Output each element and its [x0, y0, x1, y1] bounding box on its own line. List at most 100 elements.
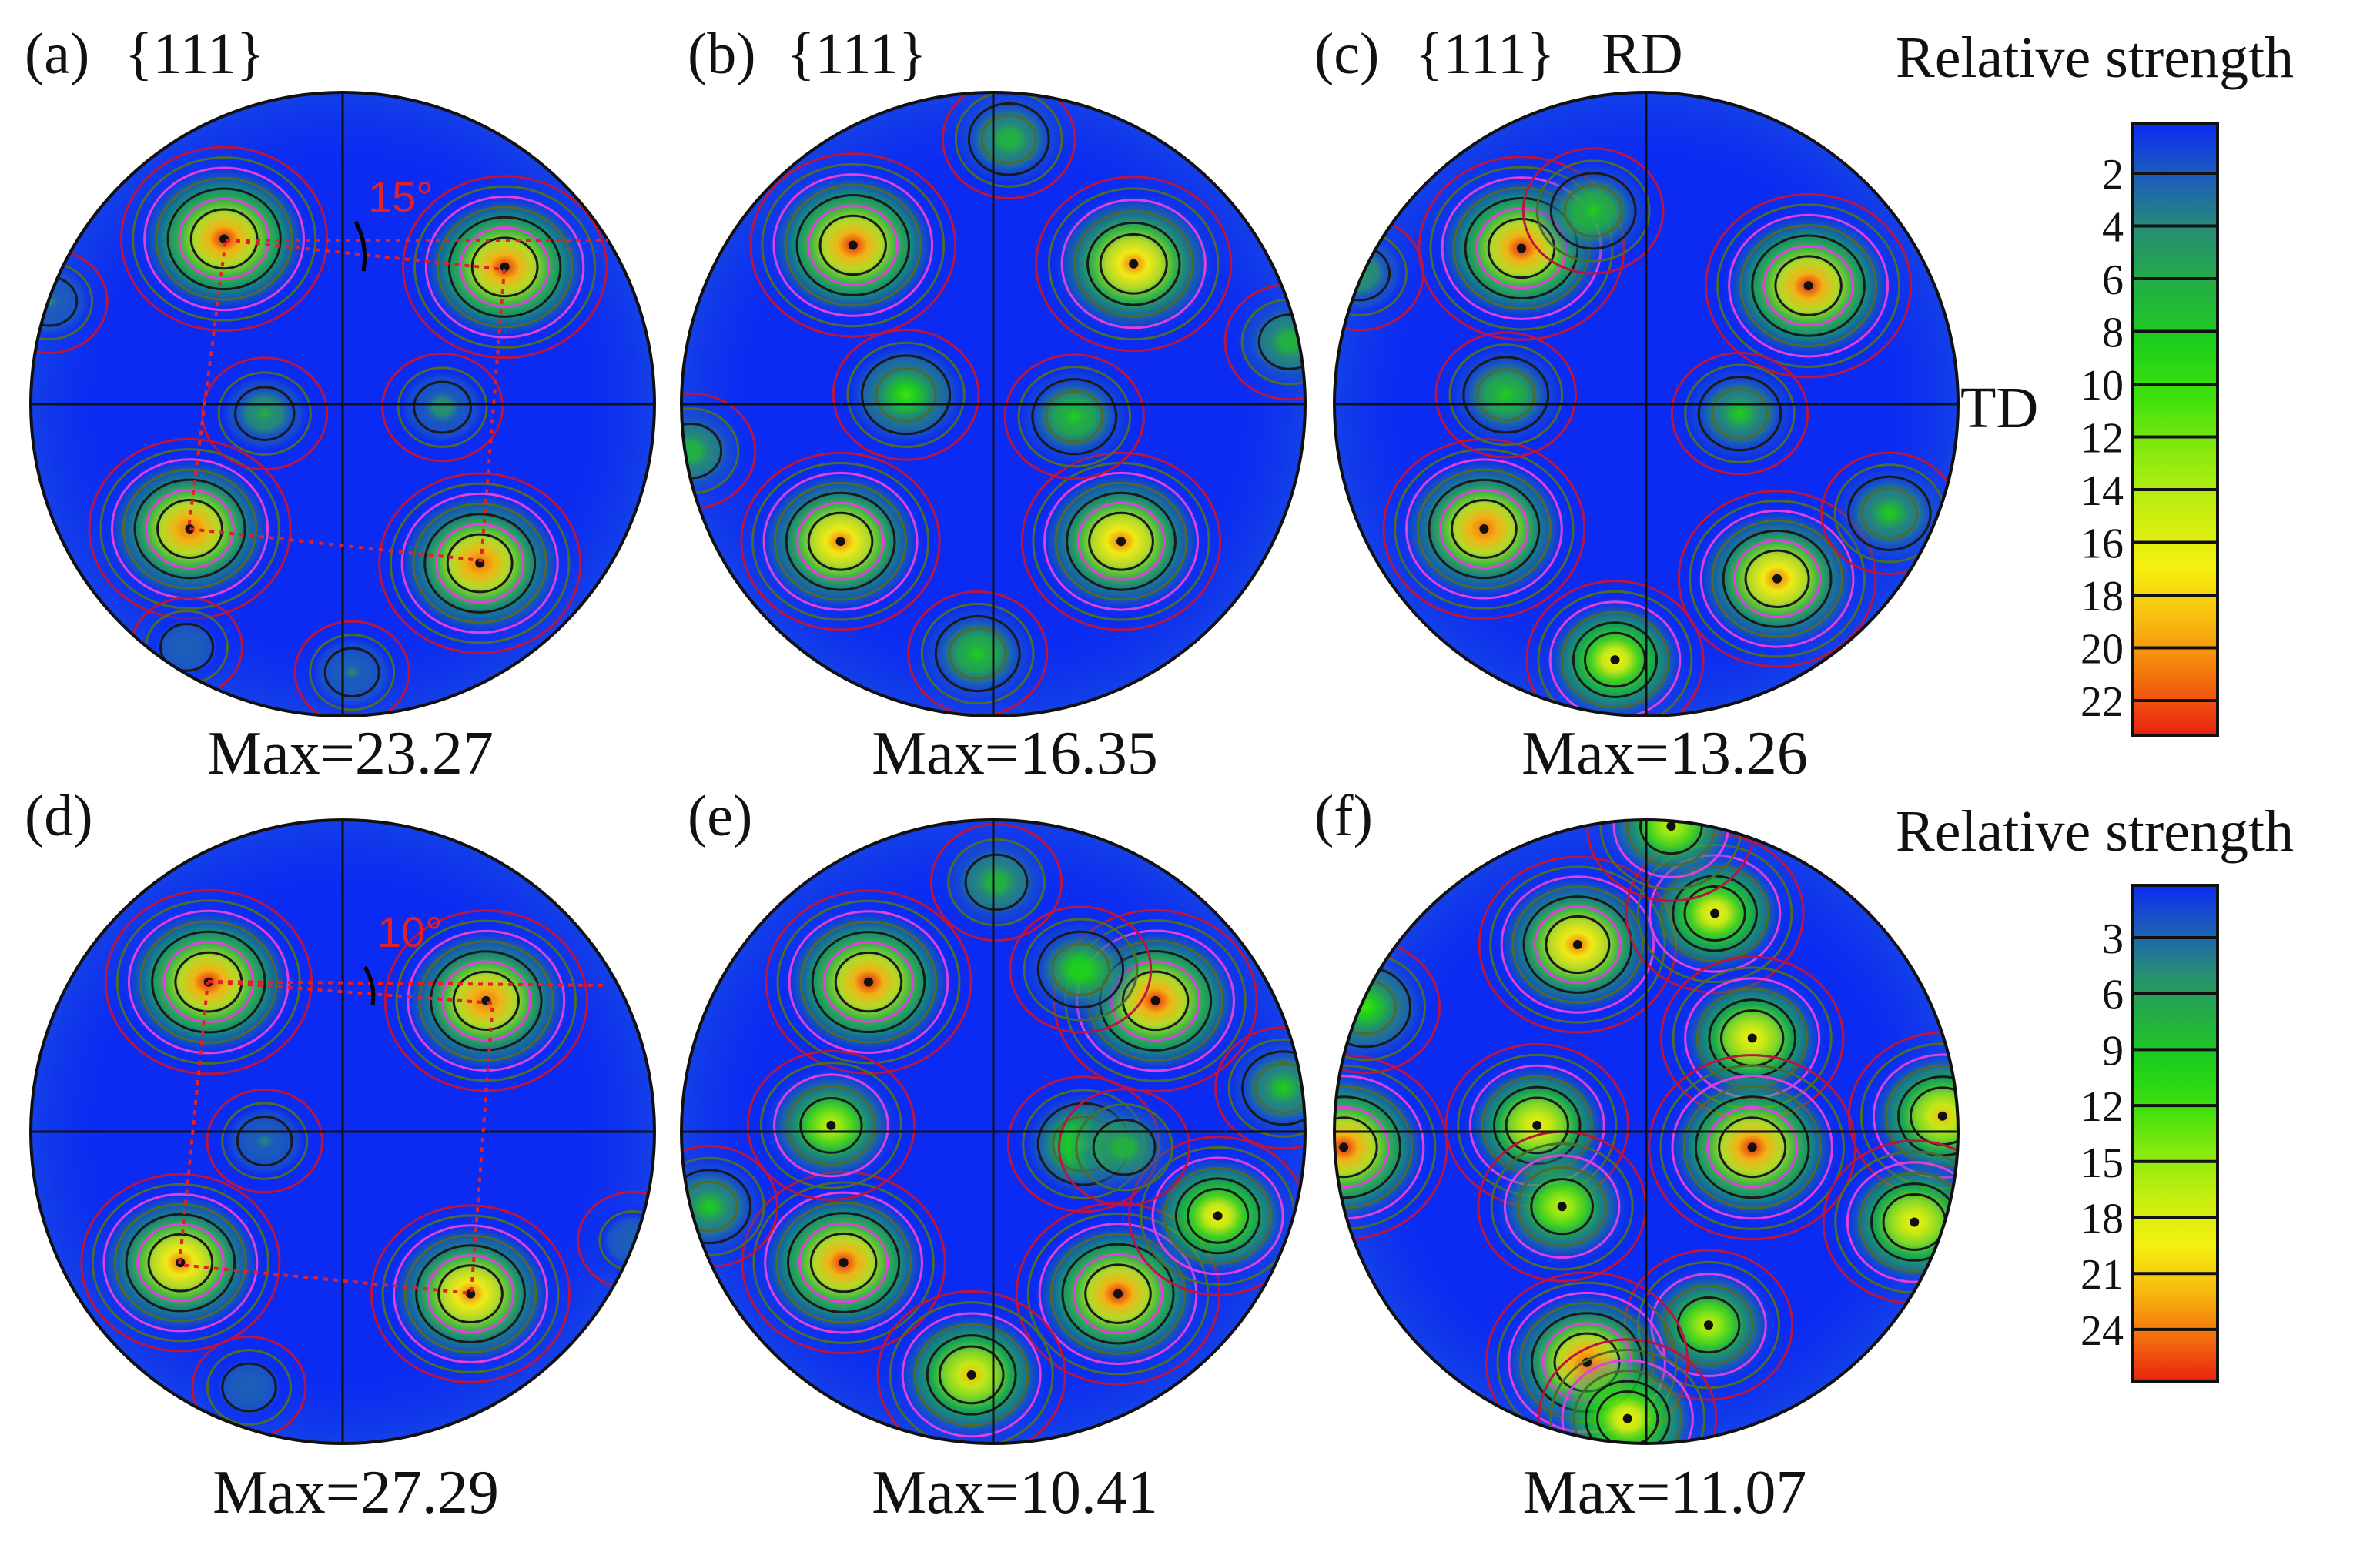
pole-figure-outline	[1333, 91, 1960, 717]
texture-peak	[370, 1204, 571, 1383]
texture-peak	[907, 590, 1049, 716]
texture-peak	[201, 356, 329, 470]
pole-figure-outline	[29, 91, 656, 717]
texture-peak	[1670, 351, 1809, 476]
angle-annotation-d: 10°	[377, 908, 443, 956]
texture-peak	[1334, 939, 1441, 1075]
colorbar-tick-label: 3	[2102, 915, 2124, 963]
max-label-a: Max=23.27	[207, 720, 494, 788]
colorbar-tick-label: 4	[2102, 204, 2124, 252]
panel-label-d: (d)	[25, 784, 93, 848]
texture-peak	[1334, 215, 1424, 332]
max-label-e: Max=10.41	[872, 1459, 1158, 1527]
max-label-d: Max=27.29	[213, 1459, 499, 1527]
texture-peak	[832, 329, 980, 461]
colorbar-tick-label: 21	[2080, 1251, 2124, 1299]
texture-peak	[1525, 580, 1705, 716]
panel-label-e: (e)	[688, 784, 752, 848]
texture-peak	[1020, 451, 1222, 631]
texture-peak	[1477, 1130, 1647, 1283]
texture-peak	[1820, 451, 1958, 576]
max-label-b: Max=16.35	[872, 720, 1158, 788]
max-label-c: Max=13.26	[1521, 720, 1808, 788]
colorbar-tick-label: 20	[2080, 626, 2124, 674]
legend-title-bottom: Relative strength	[1896, 799, 2294, 864]
texture-peak	[1705, 192, 1913, 379]
color-legend-bottom: Relative strength 3 6 9 12 15 18 21 24	[1896, 799, 2294, 1383]
texture-peak	[381, 352, 504, 463]
texture-peak	[1648, 1054, 1857, 1241]
colorbar-tick-label: 14	[2080, 467, 2124, 515]
texture-peak	[1822, 1139, 1958, 1305]
texture-peak	[1128, 1136, 1305, 1296]
texture-peak	[765, 889, 972, 1075]
texture-peak	[749, 152, 957, 338]
colorbar-tick-label: 16	[2080, 520, 2124, 568]
angle-annotation-a: 15°	[368, 172, 433, 221]
colorbar-tick-label: 18	[2080, 1196, 2124, 1243]
colorbar-tick-label: 12	[2080, 415, 2124, 463]
plane-label-a: {111}	[125, 22, 264, 86]
texture-peak	[1057, 1088, 1191, 1207]
texture-peak	[577, 1190, 654, 1291]
td-axis-label: TD	[1960, 376, 2038, 440]
texture-peak	[1538, 1338, 1718, 1443]
texture-peak	[929, 822, 1063, 942]
colorbar-tick-label: 22	[2080, 678, 2124, 726]
rd-axis-label: RD	[1602, 22, 1683, 86]
pole-figure-e	[680, 818, 1307, 1445]
colorbar-tick-label: 24	[2080, 1307, 2124, 1355]
texture-peak	[1009, 905, 1153, 1034]
colorbar-tick-label: 6	[2102, 256, 2124, 304]
texture-peak	[681, 1145, 778, 1269]
texture-peak	[1521, 147, 1665, 275]
colorbar-bottom: 3 6 9 12 15 18 21 24	[2080, 884, 2219, 1383]
texture-peak	[876, 1289, 1066, 1443]
pole-figure-c	[1333, 91, 1960, 717]
pole-figure-f	[1333, 818, 1960, 1445]
plane-label-b: {111}	[787, 22, 926, 86]
texture-peak	[746, 1049, 916, 1201]
colorbar-tick-label: 8	[2102, 309, 2124, 357]
panel-label-a: (a)	[25, 22, 89, 86]
colorbar-tick-label: 18	[2080, 573, 2124, 620]
texture-peak	[1214, 1026, 1305, 1150]
colorbar-tick-label: 12	[2080, 1083, 2124, 1131]
pole-figure-outline	[1333, 818, 1960, 1445]
pole-figure-outline	[680, 818, 1307, 1445]
plane-label-c: {111}	[1415, 22, 1555, 86]
panel-b: (b) {111} Max=16.35	[680, 22, 1307, 788]
pole-figure-b	[680, 91, 1307, 717]
texture-peak	[293, 620, 410, 716]
texture-peak	[378, 472, 582, 654]
texture-peak	[1003, 353, 1145, 480]
texture-peak	[1677, 490, 1877, 668]
pole-figure-d	[29, 818, 656, 1445]
panel-a: (a) {111} Max=23.27 15°	[25, 22, 656, 788]
texture-peak	[191, 1335, 307, 1440]
pole-figure-outline	[680, 91, 1307, 717]
colorbar-tick-label: 2	[2102, 151, 2124, 199]
texture-peak	[1015, 1202, 1221, 1386]
colorbar-tick-label: 15	[2080, 1139, 2124, 1187]
texture-peak	[941, 92, 1076, 199]
texture-peak	[120, 146, 329, 333]
colorbar-tick-label: 9	[2102, 1027, 2124, 1075]
texture-peak	[741, 1171, 946, 1355]
colorbar-tick-label: 6	[2102, 972, 2124, 1019]
texture-peak	[1382, 438, 1586, 620]
texture-peak	[1478, 855, 1678, 1034]
panel-label-b: (b)	[688, 22, 756, 86]
legend-title-top: Relative strength	[1896, 25, 2294, 90]
max-label-f: Max=11.07	[1523, 1459, 1807, 1527]
texture-peak	[31, 248, 109, 354]
texture-peak	[206, 1088, 324, 1194]
texture-peak	[740, 451, 941, 631]
texture-peak	[1434, 331, 1578, 459]
panel-e: (e) Max=10.41	[680, 784, 1307, 1527]
panel-c: (c) {111} RD TD Max=13.26	[1314, 22, 2038, 788]
pole-figure-a	[29, 91, 656, 717]
